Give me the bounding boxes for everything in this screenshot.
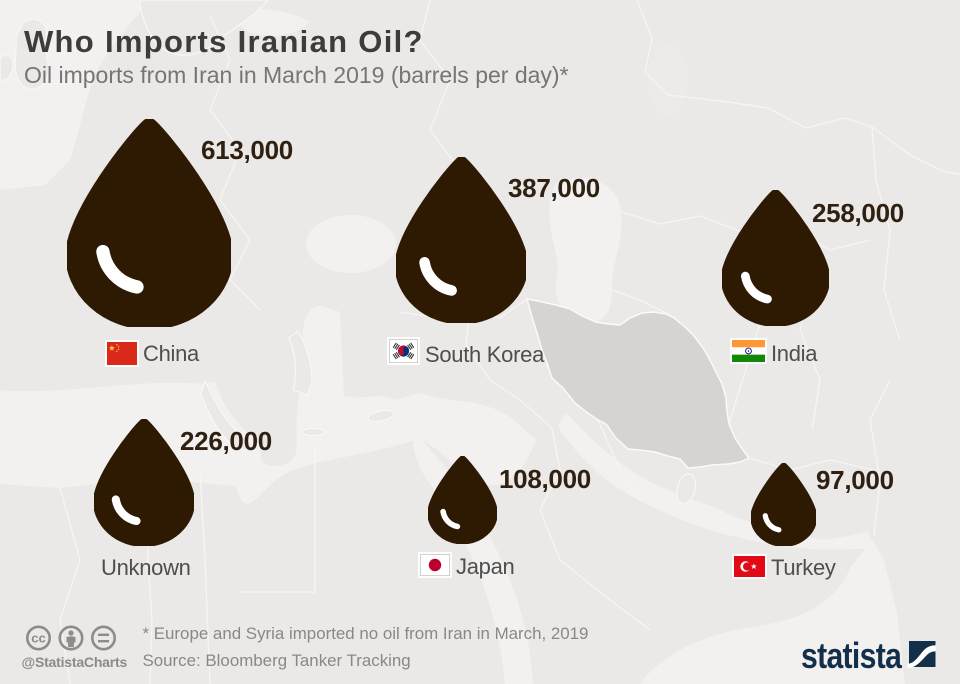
svg-text:cc: cc [31,631,45,646]
